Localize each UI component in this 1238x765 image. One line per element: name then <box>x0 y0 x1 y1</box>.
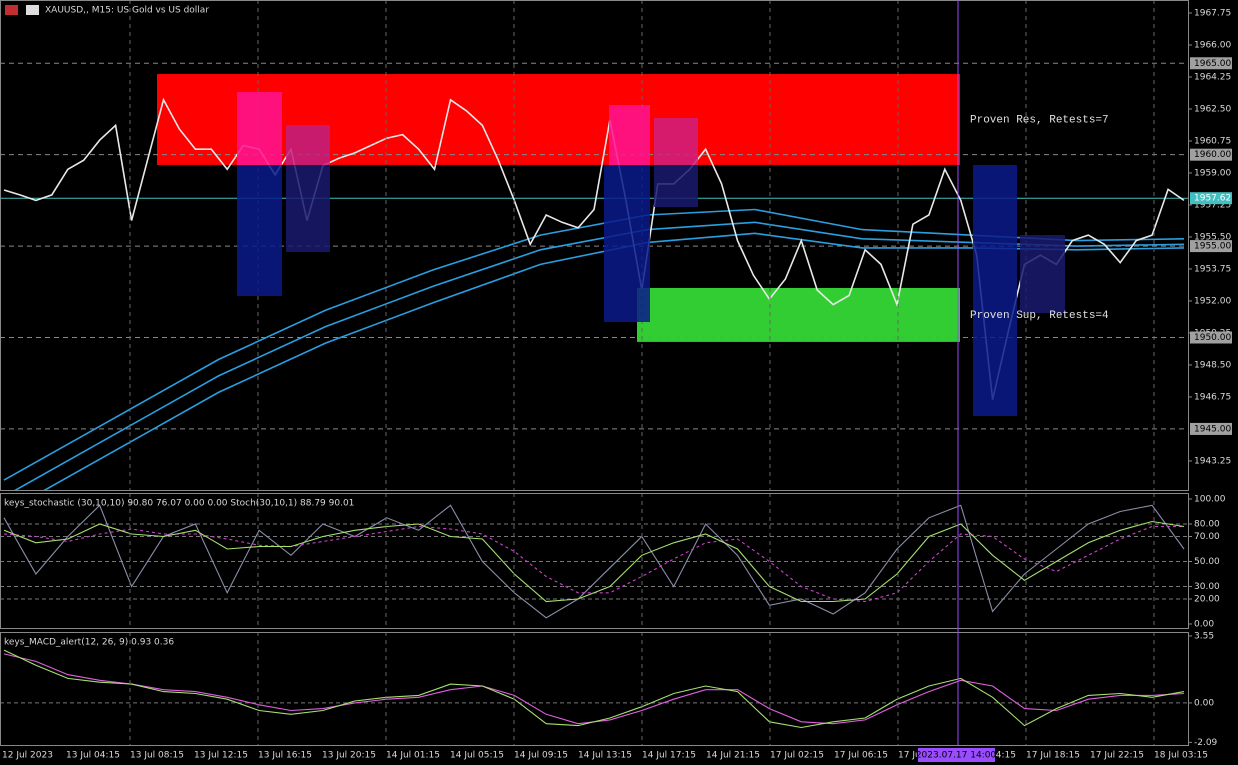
crosshair-label-bg <box>918 748 995 762</box>
level-label-bg <box>1190 422 1232 435</box>
x-tick-label: 14 Jul 01:15 <box>386 751 440 761</box>
level-label: 1945.00 <box>1194 424 1231 434</box>
box <box>237 92 282 165</box>
level-label-bg <box>1190 148 1232 161</box>
box <box>973 165 1017 416</box>
x-tick-label: 17 Jul 22:15 <box>1090 751 1144 761</box>
chart-title: XAUUSD,, M15: US Gold vs US dollar <box>45 6 209 16</box>
box <box>237 165 282 296</box>
x-tick-label: 14 Jul 09:15 <box>514 751 568 761</box>
zone-label: Proven Sup, Retests=4 <box>970 310 1109 322</box>
y-tick-label: 50.00 <box>1194 557 1220 567</box>
current-price-label: 1957.62 <box>1194 194 1231 204</box>
series-line <box>3 504 1185 619</box>
price-panel <box>0 0 1188 490</box>
y-tick-label: 1943.25 <box>1194 456 1231 466</box>
box <box>286 125 330 165</box>
level-label: 1950.00 <box>1194 333 1231 343</box>
x-tick-label: 18 Jul 03:15 <box>1154 751 1208 761</box>
y-tick-label: 0.00 <box>1194 698 1214 708</box>
zone <box>637 287 960 342</box>
level-label-bg <box>1190 240 1232 253</box>
y-tick-label: 1953.75 <box>1194 264 1231 274</box>
series-line <box>3 649 1185 729</box>
x-tick-label: 14 Jul 05:15 <box>450 751 504 761</box>
box <box>654 165 698 207</box>
box <box>604 165 650 322</box>
indicator-title: keys_stochastic (30,10,10) 90.80 76.07 0… <box>4 499 354 509</box>
x-tick-label: 14 Jul 17:15 <box>642 751 696 761</box>
y-tick-label: 1946.75 <box>1194 392 1231 402</box>
y-tick-label: 30.00 <box>1194 582 1220 592</box>
y-tick-label: 70.00 <box>1194 532 1220 542</box>
icon <box>5 5 18 15</box>
current-price-bg <box>1190 192 1232 205</box>
x-tick-label: 13 Jul 04:15 <box>66 751 120 761</box>
y-tick-label: 80.00 <box>1194 520 1220 530</box>
y-tick-label: 1966.00 <box>1194 40 1231 50</box>
y-tick-label: 1955.50 <box>1194 232 1231 242</box>
panel-frames <box>0 0 1189 746</box>
crosshair-label: 2023.07.17 14:00 <box>916 751 997 761</box>
y-tick-label: 100.00 <box>1194 495 1226 505</box>
y-tick-label: 1962.50 <box>1194 104 1231 114</box>
y-tick-label: 1957.25 <box>1194 200 1231 210</box>
box <box>286 165 330 252</box>
zone-label: Proven Res, Retests=7 <box>970 114 1109 126</box>
y-tick-label: 1959.00 <box>1194 168 1231 178</box>
y-tick-label: 3.55 <box>1194 631 1214 641</box>
level-label: 1965.00 <box>1194 59 1231 69</box>
x-tick-label: 14 Jul 21:15 <box>706 751 760 761</box>
level-label-bg <box>1190 331 1232 344</box>
y-tick-label: 0.00 <box>1194 620 1214 630</box>
y-tick-label: 1967.75 <box>1194 8 1231 18</box>
x-tick-label: 13 Jul 12:15 <box>194 751 248 761</box>
y-tick-label: -2.09 <box>1194 738 1218 748</box>
icon <box>26 5 39 15</box>
x-tick-label: 13 Jul 08:15 <box>130 751 184 761</box>
level-label-bg <box>1190 57 1232 70</box>
y-tick-label: 1960.75 <box>1194 136 1231 146</box>
box <box>654 118 698 165</box>
stochastic-panel <box>0 493 1188 628</box>
x-tick-label: 17 Jul 06:15 <box>834 751 888 761</box>
zone-boxes <box>237 92 1065 416</box>
x-tick-label: 17 Jul 02:15 <box>770 751 824 761</box>
frame <box>0 632 1189 746</box>
x-tick-label: 13 Jul 16:15 <box>258 751 312 761</box>
x-tick-label: 17 Jul 18:15 <box>1026 751 1080 761</box>
symbol-icons <box>5 5 39 15</box>
level-label: 1955.00 <box>1194 242 1231 252</box>
time-axis: 12 Jul 2023 13 Jul 04:15 13 Jul 08:15 13 Ju… <box>2 748 1208 762</box>
y-tick-label: 1952.00 <box>1194 296 1231 306</box>
frame <box>0 0 1189 491</box>
x-tick-label: 14 Jul 13:15 <box>578 751 632 761</box>
box <box>1020 235 1065 313</box>
x-tick-label: 12 Jul 2023 <box>2 751 53 761</box>
y-tick-label: 1948.50 <box>1194 360 1231 370</box>
y-tick-label: 1964.25 <box>1194 72 1231 82</box>
y-tick-label: 20.00 <box>1194 595 1220 605</box>
indicator-title: keys_MACD_alert(12, 26, 9) 0.93 0.36 <box>4 638 174 648</box>
overlay-labels: Proven Res, Retests=7 Proven Sup, Retests… <box>4 6 1232 648</box>
box <box>609 105 650 165</box>
level-label: 1960.00 <box>1194 150 1231 160</box>
x-tick-label: 13 Jul 20:15 <box>322 751 376 761</box>
macd-panel <box>0 632 1188 745</box>
series-line <box>3 520 1185 603</box>
